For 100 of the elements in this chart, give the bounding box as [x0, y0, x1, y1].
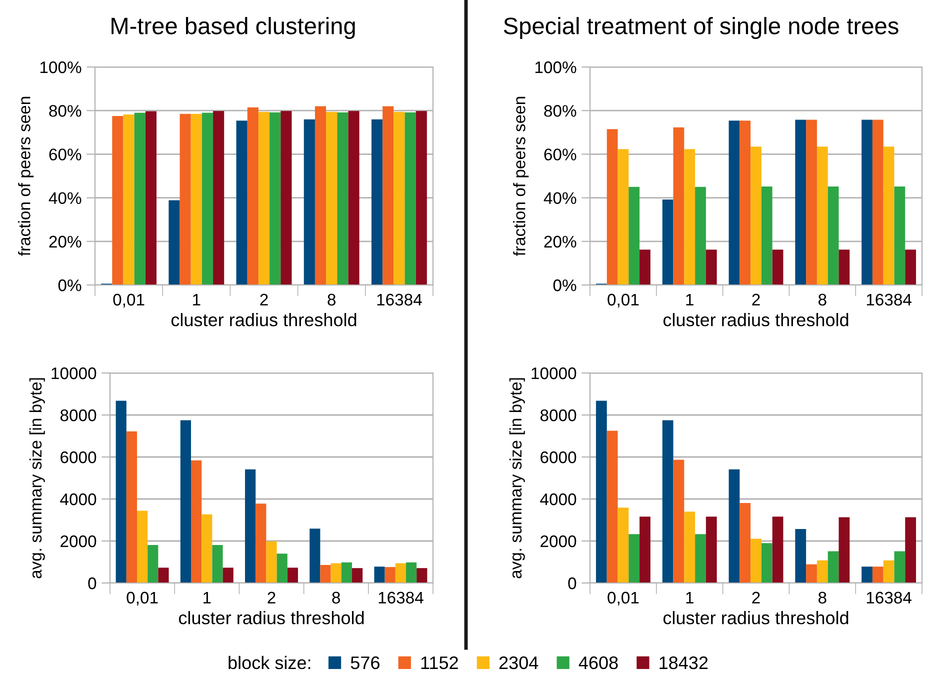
x-axis-title: cluster radius threshold: [663, 611, 848, 624]
bar: [728, 120, 740, 285]
y-tick-label: 6000: [540, 451, 576, 464]
bar: [761, 186, 772, 285]
bar: [247, 107, 258, 285]
bar: [816, 146, 828, 285]
bar: [684, 512, 696, 583]
x-tick-label: 1: [193, 294, 200, 306]
bar: [330, 563, 342, 583]
x-tick-label: 8: [818, 294, 826, 306]
y-axis-title: fraction of peers seen: [18, 96, 34, 256]
y-tick-label: 6000: [60, 451, 96, 464]
bar: [116, 400, 126, 583]
bar: [905, 250, 916, 285]
y-tick-label: 60%: [544, 148, 576, 160]
bar: [148, 544, 158, 583]
legend-label: 4608: [578, 656, 618, 670]
bar: [872, 566, 884, 583]
bar: [416, 111, 427, 285]
y-tick-label: 80%: [544, 105, 576, 117]
y-tick-label: 100%: [40, 61, 82, 74]
x-tick-label: 1: [686, 592, 694, 604]
x-tick-label: 0,01: [113, 294, 144, 308]
bar: [352, 568, 363, 583]
bar: [772, 250, 784, 285]
bar: [894, 186, 906, 285]
y-tick-label: 80%: [49, 105, 82, 117]
bar: [761, 543, 772, 583]
x-tick-label: 2: [752, 592, 760, 604]
bar: [348, 111, 360, 285]
x-tick-label: 2: [752, 294, 760, 306]
y-tick-label: 10000: [52, 367, 96, 380]
bar: [662, 420, 674, 583]
bar: [728, 469, 740, 583]
bar: [640, 250, 650, 285]
bar: [256, 504, 266, 583]
y-tick-label: 40%: [544, 192, 576, 204]
x-tick-label: 0,01: [126, 592, 158, 606]
y-tick-label: 2000: [540, 535, 576, 548]
bar: [266, 541, 277, 583]
bar: [883, 560, 894, 583]
bar: [795, 120, 806, 285]
bar: [180, 420, 192, 583]
bar: [123, 114, 134, 285]
bar: [806, 120, 817, 285]
bar: [304, 119, 315, 285]
bar: [828, 186, 839, 285]
x-tick-label: 0,01: [608, 294, 639, 308]
bar: [862, 566, 872, 583]
bar: [894, 551, 906, 583]
bar: [406, 562, 417, 583]
bar: [695, 534, 706, 583]
bar: [862, 120, 872, 285]
bar: [374, 566, 385, 583]
y-axis-title: avg. summary size [in byte]: [29, 378, 45, 578]
bar: [222, 568, 234, 583]
y-tick-label: 60%: [49, 148, 82, 160]
bar: [795, 529, 806, 583]
bar: [236, 120, 248, 285]
bar: [190, 114, 202, 285]
bar: [772, 516, 784, 583]
chart-title: Special treatment of single node trees: [504, 16, 898, 40]
bar: [628, 186, 640, 285]
y-tick-label: 40%: [48, 192, 82, 204]
bar: [384, 567, 396, 583]
bar: [684, 149, 696, 285]
bar: [662, 200, 674, 285]
bar: [618, 508, 629, 583]
bar: [905, 517, 916, 583]
bar: [606, 430, 618, 583]
x-tick-label: 1: [686, 294, 694, 306]
bar: [673, 460, 684, 583]
bar: [270, 112, 281, 285]
bar: [740, 502, 751, 583]
bar: [806, 564, 817, 583]
y-axis-title: fraction of peers seen: [513, 96, 529, 256]
bar: [202, 514, 212, 583]
x-tick-label: 8: [818, 592, 826, 604]
bar: [314, 106, 326, 285]
bar: [145, 111, 157, 285]
y-tick-label: 20%: [49, 236, 82, 248]
x-tick-label: 16384: [866, 294, 912, 306]
bar: [416, 568, 428, 583]
bar: [134, 112, 146, 285]
bar: [828, 551, 839, 583]
y-tick-label: 4000: [60, 493, 96, 506]
bar: [310, 528, 320, 583]
chart-title: M-tree based clustering: [112, 16, 355, 40]
bar: [326, 112, 338, 285]
bar: [287, 568, 298, 583]
bar: [640, 516, 650, 583]
x-tick-label: 8: [332, 592, 340, 604]
y-axis-title: avg. summary size [in byte]: [509, 378, 525, 578]
y-tick-label: 0%: [553, 279, 576, 292]
legend-title: block size:: [228, 656, 310, 670]
bar: [838, 517, 850, 583]
bar: [202, 112, 214, 285]
bar: [673, 127, 684, 285]
bar: [706, 250, 717, 285]
bar: [404, 112, 416, 285]
